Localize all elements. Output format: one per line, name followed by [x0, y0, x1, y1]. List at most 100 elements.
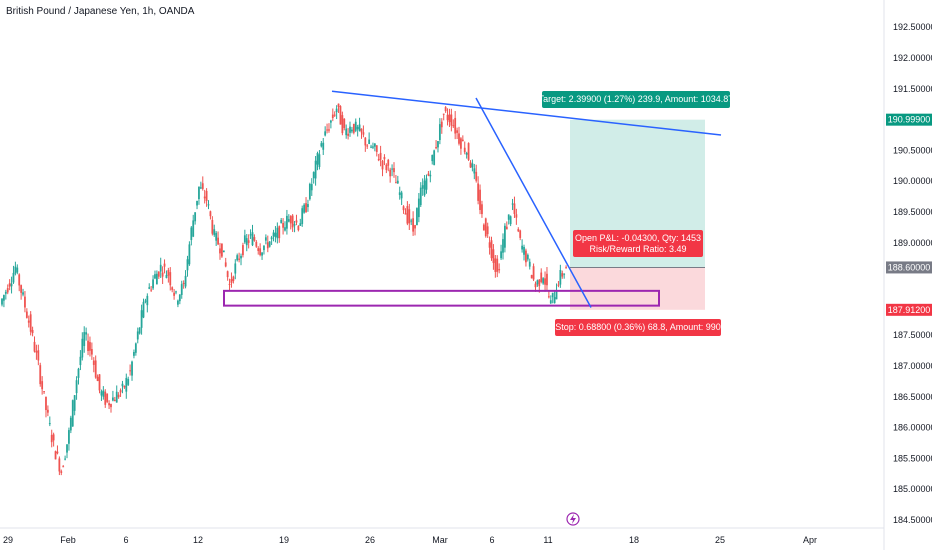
candle-body	[146, 295, 149, 306]
price-tag-target-text: 190.99900	[888, 115, 931, 125]
candle-body	[503, 225, 506, 248]
support-zone-box[interactable]	[223, 289, 660, 307]
candle-body	[400, 192, 403, 199]
candle-body	[35, 351, 38, 353]
candle-body	[446, 114, 449, 121]
candle-body	[245, 238, 248, 246]
candle-body	[284, 227, 286, 231]
candle-body	[148, 287, 151, 289]
candle-body	[157, 271, 160, 277]
candle-body	[525, 250, 527, 263]
y-tick-label: 191.50000	[893, 84, 932, 94]
candle-body	[64, 458, 67, 460]
candle-body	[203, 196, 206, 199]
price-tag-current-text: 188.60000	[888, 262, 931, 272]
open-pl-label-text: Risk/Reward Ratio: 3.49	[589, 244, 686, 254]
candle-body	[94, 360, 97, 378]
candle-body	[247, 240, 250, 243]
candle-body	[412, 218, 415, 232]
candle-body	[335, 108, 338, 113]
candle-body	[31, 329, 34, 334]
candle-body	[553, 297, 556, 304]
candle-body	[282, 222, 284, 228]
candle-body	[163, 263, 166, 267]
candle-body	[381, 160, 384, 170]
candle-body	[396, 180, 399, 184]
candle-body	[219, 248, 221, 254]
candle-body	[83, 332, 86, 347]
candle-body	[173, 292, 175, 296]
candle-body	[297, 225, 300, 231]
candle-body	[417, 198, 420, 218]
candle-body	[370, 146, 372, 148]
candle-body	[389, 169, 392, 177]
candle-body	[238, 258, 241, 260]
x-tick-label: Apr	[803, 535, 817, 545]
candle-body	[387, 159, 390, 166]
candle-body	[54, 451, 57, 460]
candle-body	[421, 185, 424, 189]
candle-body	[354, 121, 357, 131]
candle-body	[303, 204, 306, 213]
candle-body	[559, 270, 562, 285]
candle-body	[452, 125, 455, 127]
upper-trendline[interactable]	[331, 90, 722, 136]
candle-body	[561, 273, 564, 277]
price-tag-target	[886, 113, 932, 126]
price-tag-stop-text: 187.91200	[888, 305, 931, 315]
steep-trendline[interactable]	[475, 97, 592, 308]
candle-body	[429, 174, 432, 177]
candle-body	[494, 258, 497, 272]
candle-body	[538, 279, 541, 287]
candle-body	[154, 274, 156, 279]
candle-body	[404, 213, 407, 215]
candle-body	[442, 113, 445, 115]
candle-body	[81, 338, 84, 358]
candle-body	[530, 275, 533, 279]
candle-body	[324, 131, 327, 136]
candle-body	[257, 248, 260, 252]
x-tick-label: Mar	[432, 535, 448, 545]
candle-body	[100, 391, 103, 396]
x-tick-label: 6	[123, 535, 128, 545]
candle-body	[362, 132, 365, 135]
candle-body	[45, 397, 47, 411]
candle-body	[456, 130, 458, 133]
candle-body	[211, 220, 214, 234]
y-tick-label: 187.00000	[893, 361, 932, 371]
lightning-icon[interactable]	[566, 512, 580, 526]
candle-body	[129, 370, 132, 372]
candle-body	[502, 239, 504, 253]
candle-body	[339, 106, 342, 125]
candle-body	[534, 283, 537, 288]
candle-body	[295, 220, 298, 223]
candle-body	[43, 391, 45, 393]
y-tick-label: 186.00000	[893, 423, 932, 433]
candle-body	[333, 114, 336, 116]
candle-body	[155, 273, 158, 285]
candle-body	[314, 160, 317, 179]
candle-body	[427, 173, 430, 176]
candle-body	[134, 343, 137, 353]
candle-body	[117, 394, 120, 398]
candle-body	[255, 241, 258, 247]
candle-body	[73, 395, 76, 411]
candle-body	[310, 184, 313, 191]
candle-body	[555, 290, 558, 300]
candle-body	[515, 214, 518, 218]
candle-body	[379, 152, 382, 160]
candle-body	[307, 204, 309, 208]
candle-body	[22, 292, 24, 295]
candle-body	[261, 252, 263, 256]
candle-body	[358, 124, 361, 131]
candle-body	[1, 298, 3, 305]
candle-body	[473, 168, 476, 174]
candle-body	[274, 232, 277, 238]
candle-body	[266, 242, 269, 249]
candle-body	[16, 267, 19, 273]
candle-body	[375, 145, 378, 152]
candle-body	[201, 183, 204, 189]
candle-body	[66, 444, 68, 453]
candle-body	[127, 379, 130, 385]
